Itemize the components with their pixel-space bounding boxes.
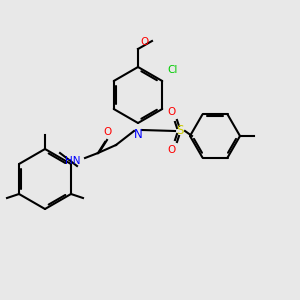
Text: O: O <box>104 127 112 137</box>
Text: Cl: Cl <box>167 65 178 75</box>
Text: N: N <box>134 128 142 141</box>
Text: HN: HN <box>64 156 80 166</box>
Text: O: O <box>168 107 176 117</box>
Text: S: S <box>176 124 184 137</box>
Text: O: O <box>140 37 148 47</box>
Text: O: O <box>168 145 176 155</box>
